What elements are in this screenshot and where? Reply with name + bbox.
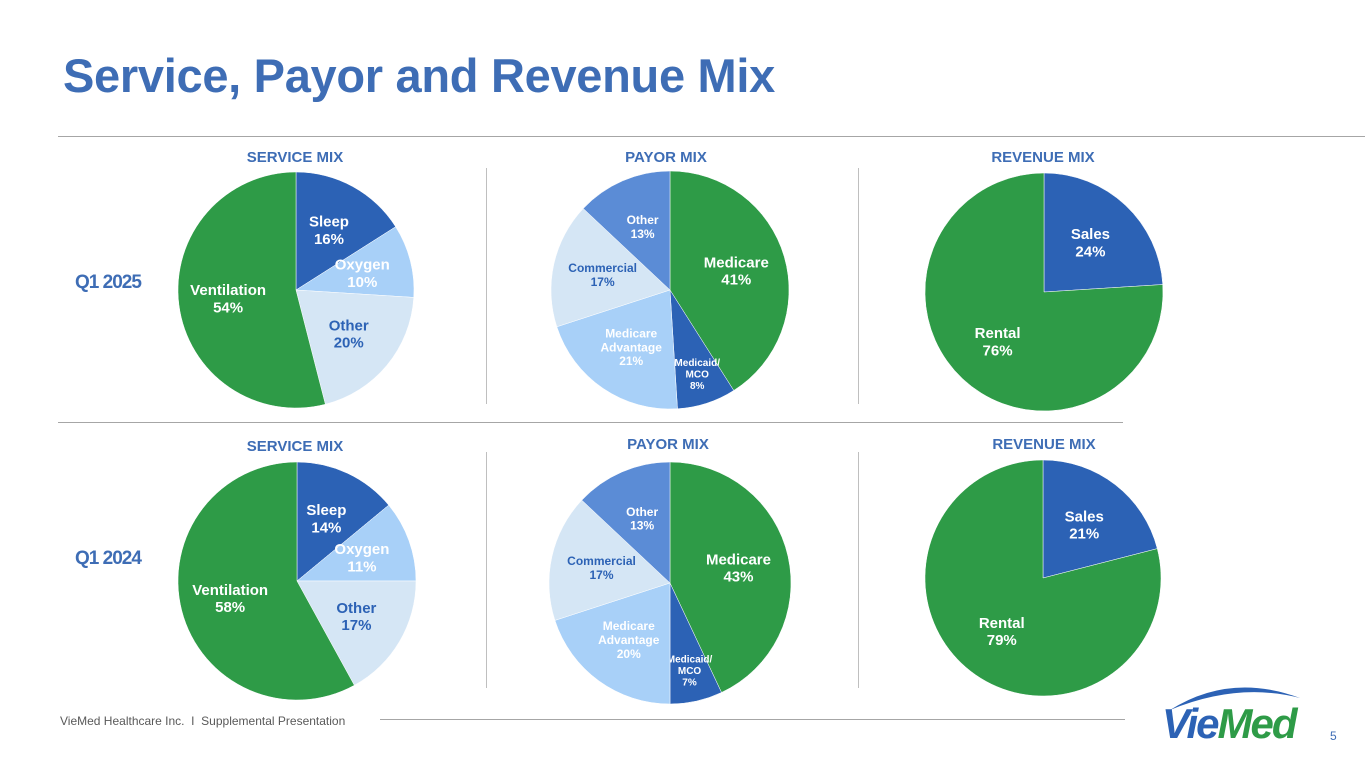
viemed-logo: VieMed: [1162, 687, 1301, 747]
pie-slice-other: [296, 580, 417, 686]
pie-label-ventilation: Ventilation 58%: [192, 582, 268, 616]
chart-title-payor-mix-2024: PAYOR MIX: [627, 436, 709, 453]
pie-label-commercial: Commercial 17%: [567, 554, 636, 582]
pie-label-sleep: Sleep 14%: [306, 502, 346, 536]
pie-slice-oxygen: [296, 504, 417, 582]
pie-label-medicaid-mco: Medicaid/MCO 7%: [667, 654, 713, 688]
pie-slice-oxygen: [295, 226, 415, 298]
pie-slice-sales: [1042, 459, 1158, 579]
pie-label-rental: Rental 79%: [979, 615, 1025, 649]
pie-label-oxygen: Oxygen 11%: [334, 541, 389, 575]
pie-chart-revenue-mix-2025: Sales 24% Rental 76%: [924, 172, 1164, 412]
pie-slice-sales: [1043, 172, 1164, 293]
pie-slice-commercial: [550, 208, 671, 328]
pie-slice-rental: [924, 459, 1162, 697]
chart-title-revenue-mix-2025: REVENUE MIX: [991, 149, 1095, 166]
pie-slice-medicare-advantage: [554, 582, 671, 705]
column-divider: [858, 452, 859, 688]
pie-label-commercial: Commercial 17%: [568, 261, 637, 289]
pie-slice-ventilation: [177, 171, 326, 409]
pie-label-medicare: Medicare 43%: [706, 551, 771, 585]
row-label-q1-2024: Q1 2024: [75, 548, 142, 569]
pie-label-oxygen: Oxygen 10%: [335, 257, 390, 291]
pie-label-medicare-advantage: Medicare Advantage 20%: [598, 619, 660, 661]
pie-label-rental: Rental 76%: [975, 325, 1021, 359]
pie-slice-sleep: [296, 461, 390, 582]
footer-text: VieMed Healthcare Inc. I Supplemental Pr…: [60, 714, 346, 728]
pie-label-other: Other 13%: [626, 505, 658, 533]
pie-label-sales: Sales 24%: [1071, 226, 1110, 260]
footer-divider: [380, 719, 1125, 720]
svg-text:VieMed: VieMed: [1162, 700, 1299, 747]
pie-slice-ventilation: [177, 461, 355, 701]
chart-title-service-mix-2025: SERVICE MIX: [246, 149, 344, 166]
pie-label-medicare: Medicare 41%: [704, 254, 769, 288]
pie-chart-service-mix-2025: Sleep 16% Oxygen 10% Other 20% Ventilation 54%: [177, 171, 415, 409]
pie-label-sales: Sales 21%: [1065, 508, 1104, 542]
pie-slice-medicare: [669, 461, 792, 693]
column-divider: [858, 168, 859, 404]
column-divider: [486, 452, 487, 688]
pie-chart-revenue-mix-2024: Sales 21% Rental 79%: [924, 459, 1162, 697]
page-number: 5: [1330, 729, 1337, 743]
row-label-q1-2025: Q1 2025: [75, 272, 142, 293]
pie-slice-commercial: [548, 499, 671, 621]
page-title: Service, Payor and Revenue Mix: [63, 49, 775, 102]
pie-label-other: Other 17%: [336, 600, 376, 634]
chart-title-revenue-mix-2024: REVENUE MIX: [992, 436, 1096, 453]
chart-title-service-mix-2024: SERVICE MIX: [246, 438, 344, 455]
pie-slice-other: [295, 289, 415, 405]
row-divider: [58, 422, 1123, 423]
logo-swoosh-icon: [1170, 687, 1300, 710]
pie-label-other: Other 20%: [329, 317, 369, 351]
pie-label-medicare-advantage: Medicare Advantage 21%: [601, 326, 663, 368]
pie-label-ventilation: Ventilation 54%: [190, 282, 266, 316]
pie-slice-medicare-advantage: [556, 289, 678, 410]
column-divider: [486, 168, 487, 404]
pie-slice-sleep: [295, 171, 396, 291]
chart-title-payor-mix-2025: PAYOR MIX: [625, 149, 707, 166]
pie-slice-other: [581, 461, 671, 584]
title-divider: [58, 136, 1365, 137]
pie-chart-service-mix-2024: Sleep 14% Oxygen 11% Other 17% Ventilation 58%: [177, 461, 417, 701]
pie-slice-rental: [924, 172, 1164, 412]
pie-chart-payor-mix-2025: Medicare 41% Medicaid/MCO 8% Medicare Advanta…: [550, 170, 790, 410]
pie-slice-other: [582, 170, 671, 291]
pie-chart-payor-mix-2024: Medicare 43% Medicaid/MCO 7%Medicare Advanta…: [548, 461, 792, 705]
pie-slice-medicare: [669, 170, 790, 391]
pie-label-other: Other 13%: [627, 213, 659, 241]
pie-label-medicaid-mco: Medicaid/MCO 8%: [674, 358, 720, 392]
pie-label-sleep: Sleep 16%: [309, 214, 349, 248]
